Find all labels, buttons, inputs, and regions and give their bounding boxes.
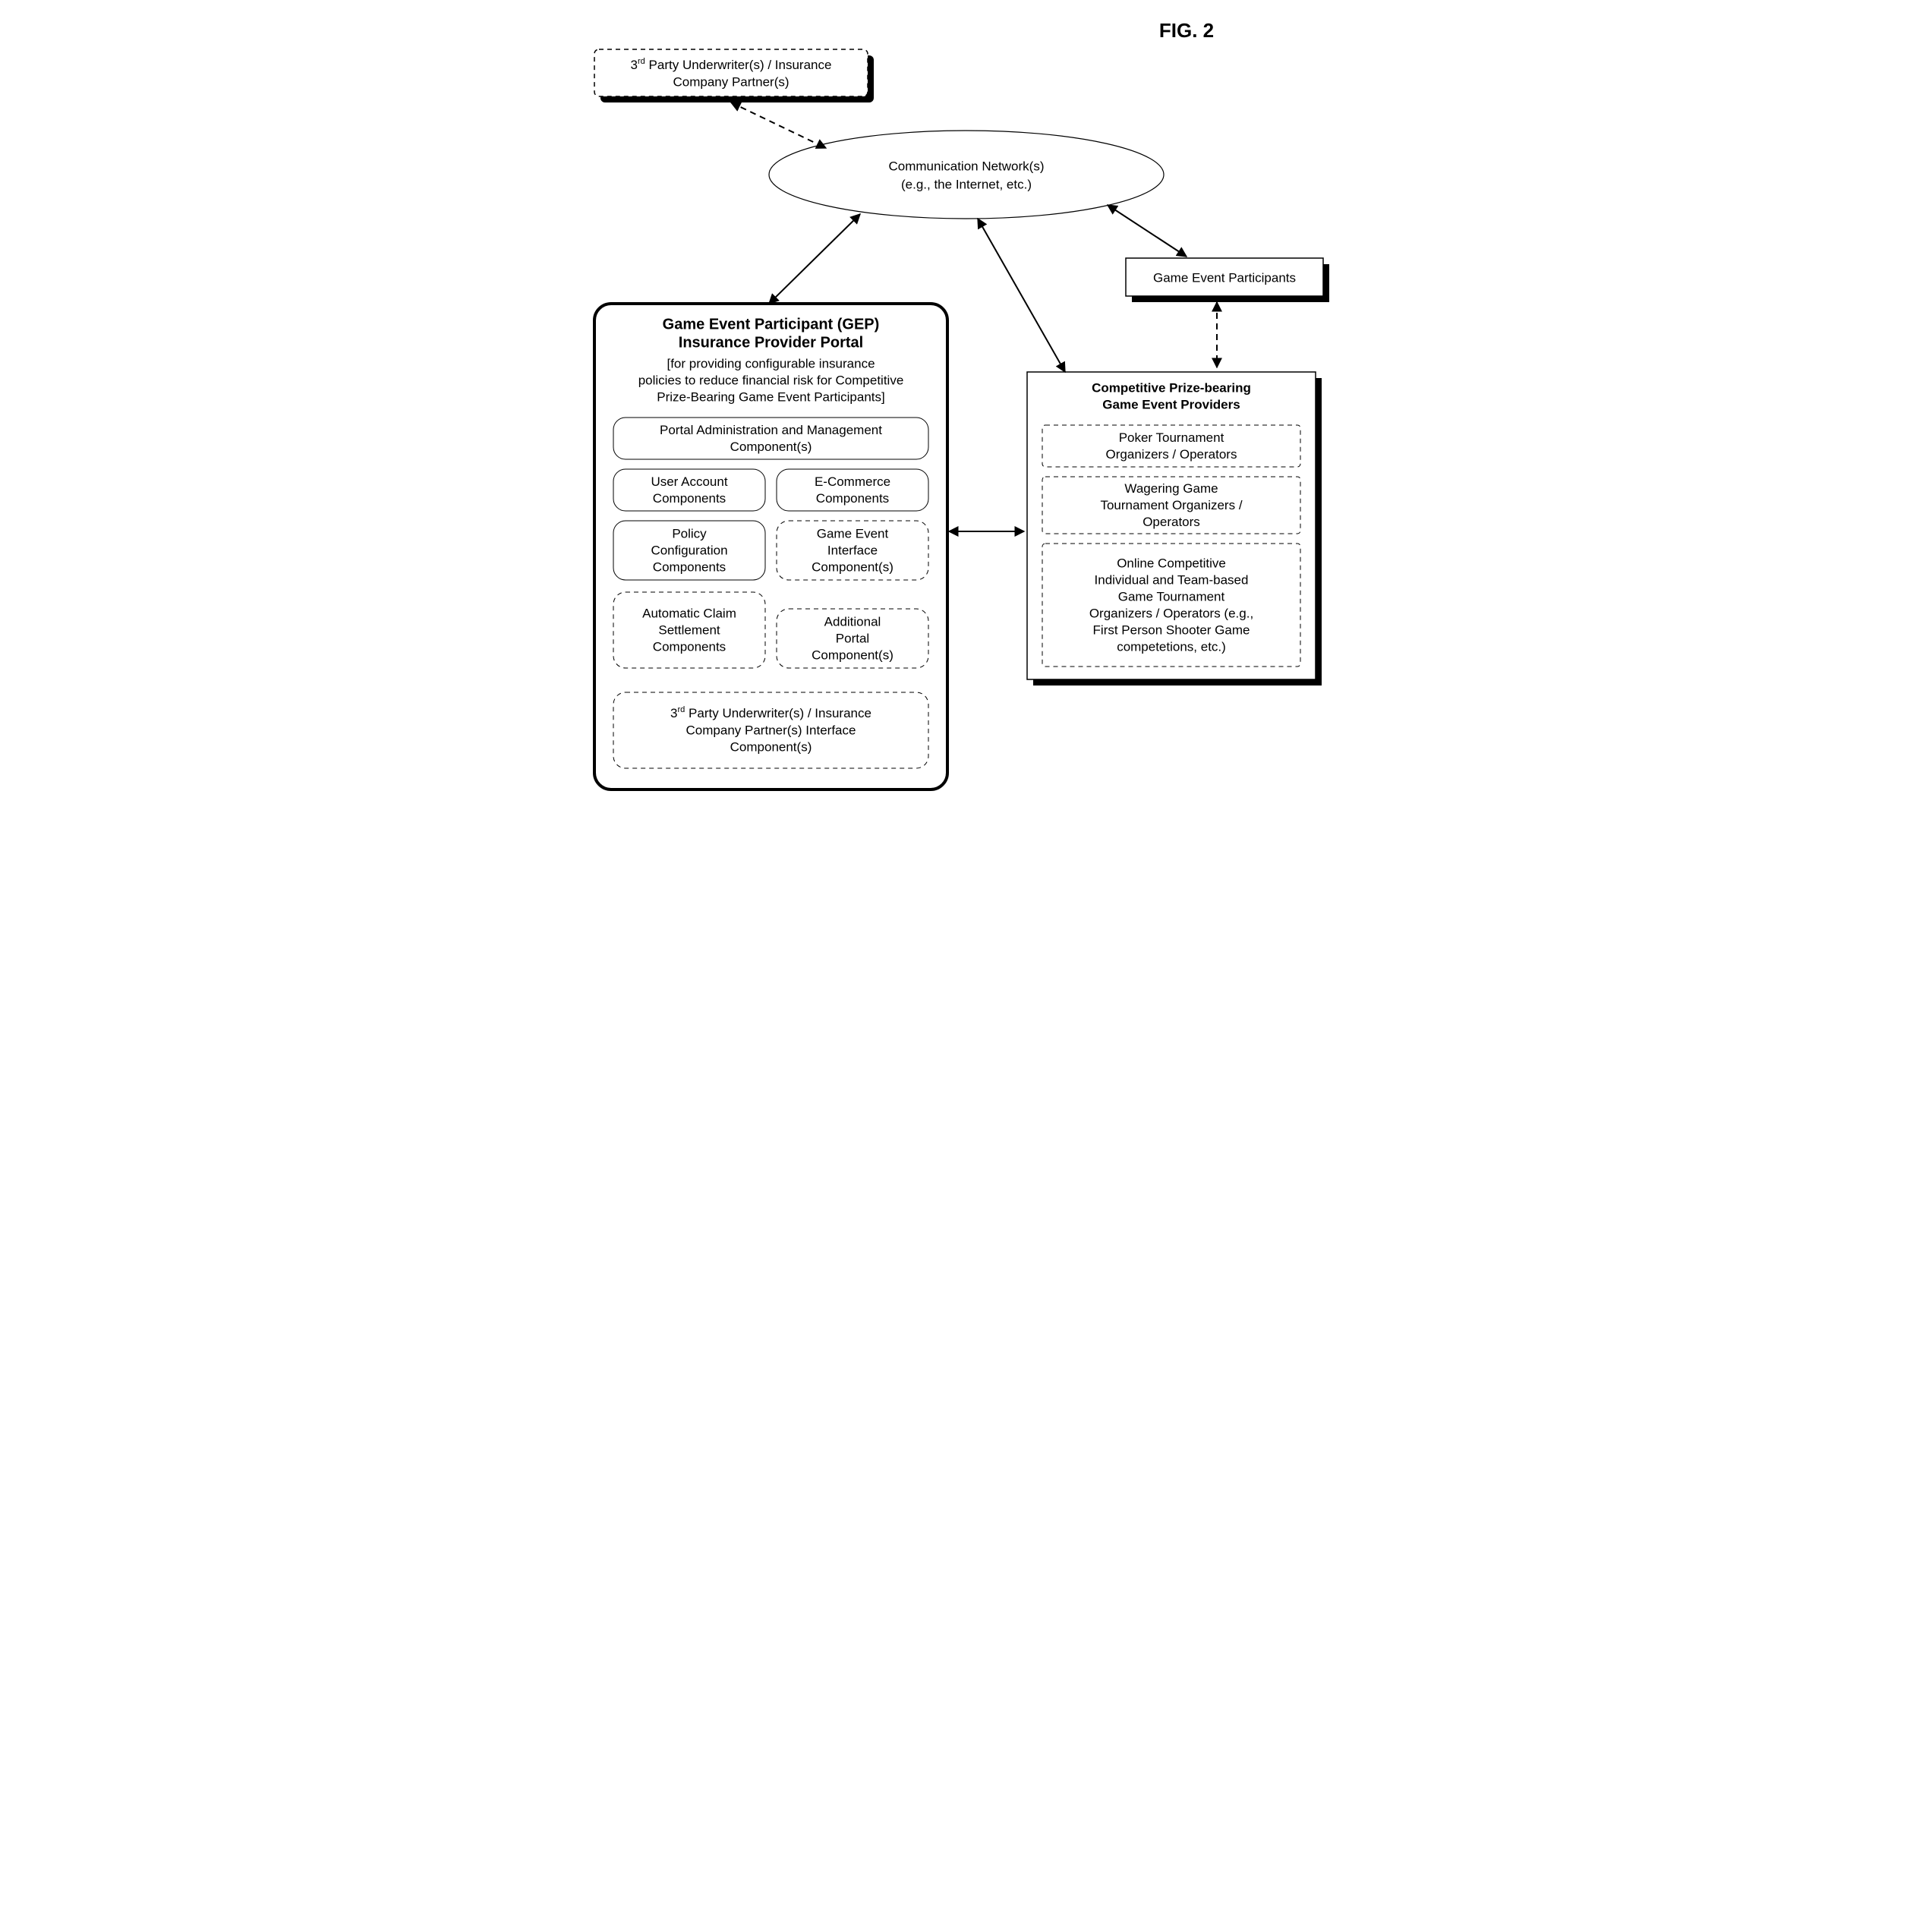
svg-text:Interface: Interface	[827, 543, 877, 557]
svg-text:Game Tournament: Game Tournament	[1117, 589, 1224, 604]
svg-text:Component(s): Component(s)	[730, 440, 812, 454]
svg-text:Portal Administration and Mana: Portal Administration and Management	[660, 423, 882, 437]
svg-text:Game Event Providers: Game Event Providers	[1102, 397, 1240, 411]
svg-text:User Account: User Account	[651, 474, 727, 489]
svg-text:Components: Components	[815, 491, 888, 506]
svg-text:Company Partner(s) Interface: Company Partner(s) Interface	[685, 723, 856, 737]
arrow-network-to-providers	[978, 219, 1065, 372]
svg-text:Game Event: Game Event	[816, 526, 888, 541]
svg-text:Components: Components	[652, 639, 725, 654]
svg-text:Tournament Organizers /: Tournament Organizers /	[1100, 498, 1242, 512]
svg-text:Game Event Participant (GEP): Game Event Participant (GEP)	[662, 316, 879, 333]
svg-text:Component(s): Component(s)	[812, 559, 894, 574]
svg-text:Automatic Claim: Automatic Claim	[642, 606, 736, 620]
svg-text:3rd Party Underwriter(s) / Ins: 3rd Party Underwriter(s) / Insurance	[670, 705, 871, 721]
svg-text:First Person Shooter Game: First Person Shooter Game	[1092, 622, 1250, 637]
svg-text:Poker Tournament: Poker Tournament	[1118, 430, 1224, 445]
svg-text:policies to reduce financial r: policies to reduce financial risk for Co…	[638, 373, 903, 387]
svg-text:Policy: Policy	[672, 526, 707, 541]
svg-text:Game Event Participants: Game Event Participants	[1152, 270, 1295, 285]
svg-text:Components: Components	[652, 559, 725, 574]
svg-text:3rd Party Underwriter(s) / Ins: 3rd Party Underwriter(s) / Insurance	[630, 57, 831, 73]
svg-text:Additional: Additional	[824, 614, 881, 629]
svg-text:Settlement: Settlement	[658, 622, 720, 637]
svg-text:Insurance Provider Portal: Insurance Provider Portal	[678, 334, 862, 351]
svg-text:Individual and Team-based: Individual and Team-based	[1094, 572, 1248, 587]
arrow-network-to-participants	[1108, 205, 1187, 257]
arrow-underwriters-to-network	[731, 102, 826, 148]
svg-text:E-Commerce: E-Commerce	[814, 474, 890, 489]
arrow-portal-to-network	[769, 214, 860, 304]
svg-text:Prize-Bearing Game Event Parti: Prize-Bearing Game Event Participants]	[657, 389, 884, 404]
svg-text:Components: Components	[652, 491, 725, 506]
svg-text:competetions, etc.): competetions, etc.)	[1117, 639, 1226, 654]
svg-text:Company Partner(s): Company Partner(s)	[673, 74, 789, 89]
network-ellipse	[769, 131, 1164, 219]
figure-label: FIG. 2	[1158, 19, 1213, 42]
svg-text:Portal: Portal	[835, 631, 868, 645]
underwriters-box	[594, 49, 868, 96]
svg-text:Organizers / Operators (e.g.,: Organizers / Operators (e.g.,	[1089, 606, 1253, 620]
svg-text:Component(s): Component(s)	[730, 739, 812, 754]
svg-text:[for providing configurable in: [for providing configurable insurance	[667, 356, 875, 370]
svg-text:Competitive Prize-bearing: Competitive Prize-bearing	[1092, 380, 1251, 395]
system-diagram: FIG. 2 3rd Party Underwriter(s) / Insuran…	[556, 0, 1376, 820]
svg-text:Online Competitive: Online Competitive	[1117, 556, 1226, 570]
svg-text:Communication Network(s): Communication Network(s)	[888, 159, 1044, 173]
svg-text:Organizers / Operators: Organizers / Operators	[1105, 447, 1237, 462]
svg-text:Component(s): Component(s)	[812, 648, 894, 662]
svg-text:(e.g., the Internet, etc.): (e.g., the Internet, etc.)	[901, 177, 1032, 191]
svg-text:Configuration: Configuration	[651, 543, 727, 557]
svg-text:Wagering Game: Wagering Game	[1124, 481, 1218, 496]
svg-text:Operators: Operators	[1142, 515, 1200, 529]
